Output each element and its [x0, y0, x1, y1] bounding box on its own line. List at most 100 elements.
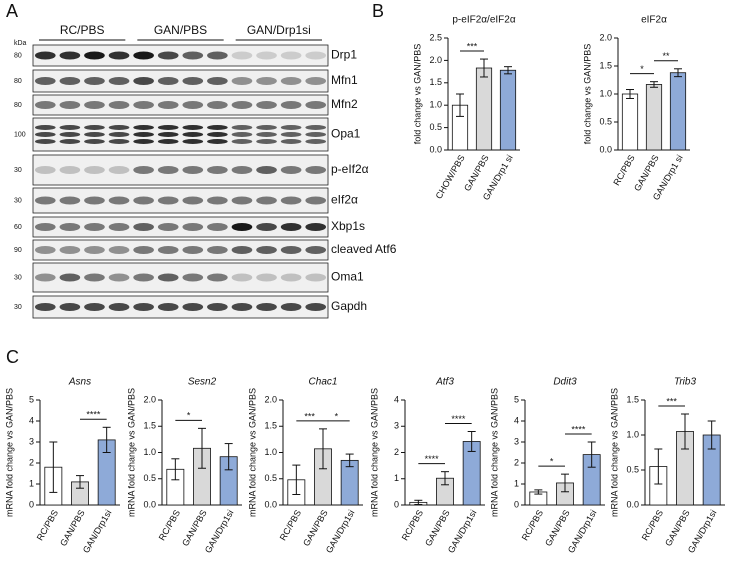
blot-band [59, 273, 81, 282]
x-tick-label: GAN/PBS [663, 508, 692, 548]
blot-band [280, 223, 302, 231]
protein-label: p-eIf2α [331, 162, 369, 176]
blot-band [157, 223, 179, 231]
blot-band [157, 166, 179, 174]
blot-strip [32, 94, 329, 116]
x-tick-label: RC/PBS [520, 508, 545, 542]
y-tick-label: 1.0 [626, 429, 639, 439]
blot-band [157, 132, 179, 137]
blot-band [305, 101, 327, 109]
y-tick-label: 0.0 [626, 499, 639, 509]
x-tick-label: GAN/PBS [180, 508, 209, 548]
kda-label: 30 [14, 304, 22, 311]
blot-band [59, 196, 81, 205]
y-tick-label: 2 [394, 447, 399, 457]
blot-band [182, 51, 204, 60]
y-tick-label: 0.5 [429, 122, 442, 132]
blot-band [108, 166, 130, 174]
blot-band [231, 246, 253, 254]
error-bar [587, 441, 596, 468]
significance-label: * [640, 64, 644, 74]
significance-label: *** [304, 411, 315, 421]
error-bar [681, 413, 689, 450]
significance-label: **** [451, 414, 466, 424]
blot-band [59, 77, 81, 85]
y-tick-label: 2.0 [143, 394, 156, 404]
blot-band [182, 125, 204, 130]
y-axis-label: mRNA fold change vs GAN/PBS [126, 388, 136, 517]
blot-band [34, 101, 56, 109]
blot-band [108, 303, 130, 311]
x-tick-label: GAN/PBS [58, 508, 87, 548]
y-tick-label: 1.5 [264, 421, 277, 431]
y-tick-label: 1 [394, 473, 399, 483]
blot-band [108, 273, 130, 282]
blot-band [84, 139, 105, 144]
blot-band [34, 223, 56, 231]
blot-band [182, 77, 204, 85]
y-tick-label: 3 [514, 436, 519, 446]
blot-band [157, 139, 179, 144]
blot-band [34, 196, 56, 205]
x-tick-label: RC/PBS [400, 508, 425, 542]
x-tick-label: GAN/PBS [423, 508, 452, 548]
chart-title: Trib3 [674, 377, 696, 388]
y-tick-label: 3 [29, 436, 34, 446]
error-bar [292, 464, 301, 495]
blot-band [280, 51, 302, 60]
blot-strip [32, 295, 329, 319]
blot-band [108, 223, 130, 231]
blot-band [34, 303, 56, 311]
significance-label: **** [571, 424, 586, 434]
kda-label: 80 [14, 78, 22, 85]
blot-band [231, 166, 253, 174]
blot-band [280, 246, 302, 254]
blot-band [256, 139, 277, 144]
bar [669, 72, 687, 151]
blot-band [207, 125, 228, 130]
blot-band [34, 51, 56, 60]
blot-band [182, 246, 204, 254]
bar [645, 84, 663, 151]
blot-band [182, 139, 204, 144]
error-bar [345, 453, 354, 468]
blot-strip [32, 69, 329, 93]
blot-strip [32, 216, 329, 238]
blot-band [207, 246, 228, 254]
panel-letter: B [372, 1, 384, 21]
y-tick-label: 0.5 [599, 116, 612, 126]
blot-band [34, 77, 56, 85]
blot-band [207, 223, 228, 231]
blot-band [157, 196, 179, 205]
blot-band [305, 223, 327, 231]
blot-band [84, 273, 105, 282]
blot-band [305, 273, 327, 282]
blot-band [84, 51, 105, 60]
blot-band [133, 77, 154, 85]
y-tick-label: 2.5 [429, 32, 442, 42]
x-tick-label: GAN/PBS [543, 508, 572, 548]
blot-band [133, 273, 154, 282]
error-bar [198, 427, 206, 469]
error-bar [456, 93, 464, 117]
blot-band [256, 125, 277, 130]
blot-band [59, 303, 81, 311]
blot-band [231, 132, 253, 137]
protein-label: Oma1 [331, 270, 364, 284]
y-axis-label: mRNA fold change vs GAN/PBS [609, 388, 619, 517]
y-tick-label: 1 [514, 478, 519, 488]
protein-label: Mfn1 [331, 73, 358, 87]
y-axis-label: mRNA fold change vs GAN/PBS [4, 388, 14, 517]
x-tick-label: RC/PBS [640, 508, 665, 542]
blot-band [280, 273, 302, 282]
chart-title: Ddit3 [553, 377, 577, 388]
y-axis-label: fold change vs GAN/PBS [582, 44, 592, 145]
blot-band [34, 132, 56, 137]
protein-label: Gapdh [331, 299, 367, 313]
blot-band [207, 132, 228, 137]
y-tick-label: 2.0 [429, 55, 442, 65]
kda-label: 90 [14, 247, 22, 254]
chart-title: Asns [68, 377, 91, 388]
blot-band [59, 139, 81, 144]
significance-label: *** [467, 41, 478, 51]
